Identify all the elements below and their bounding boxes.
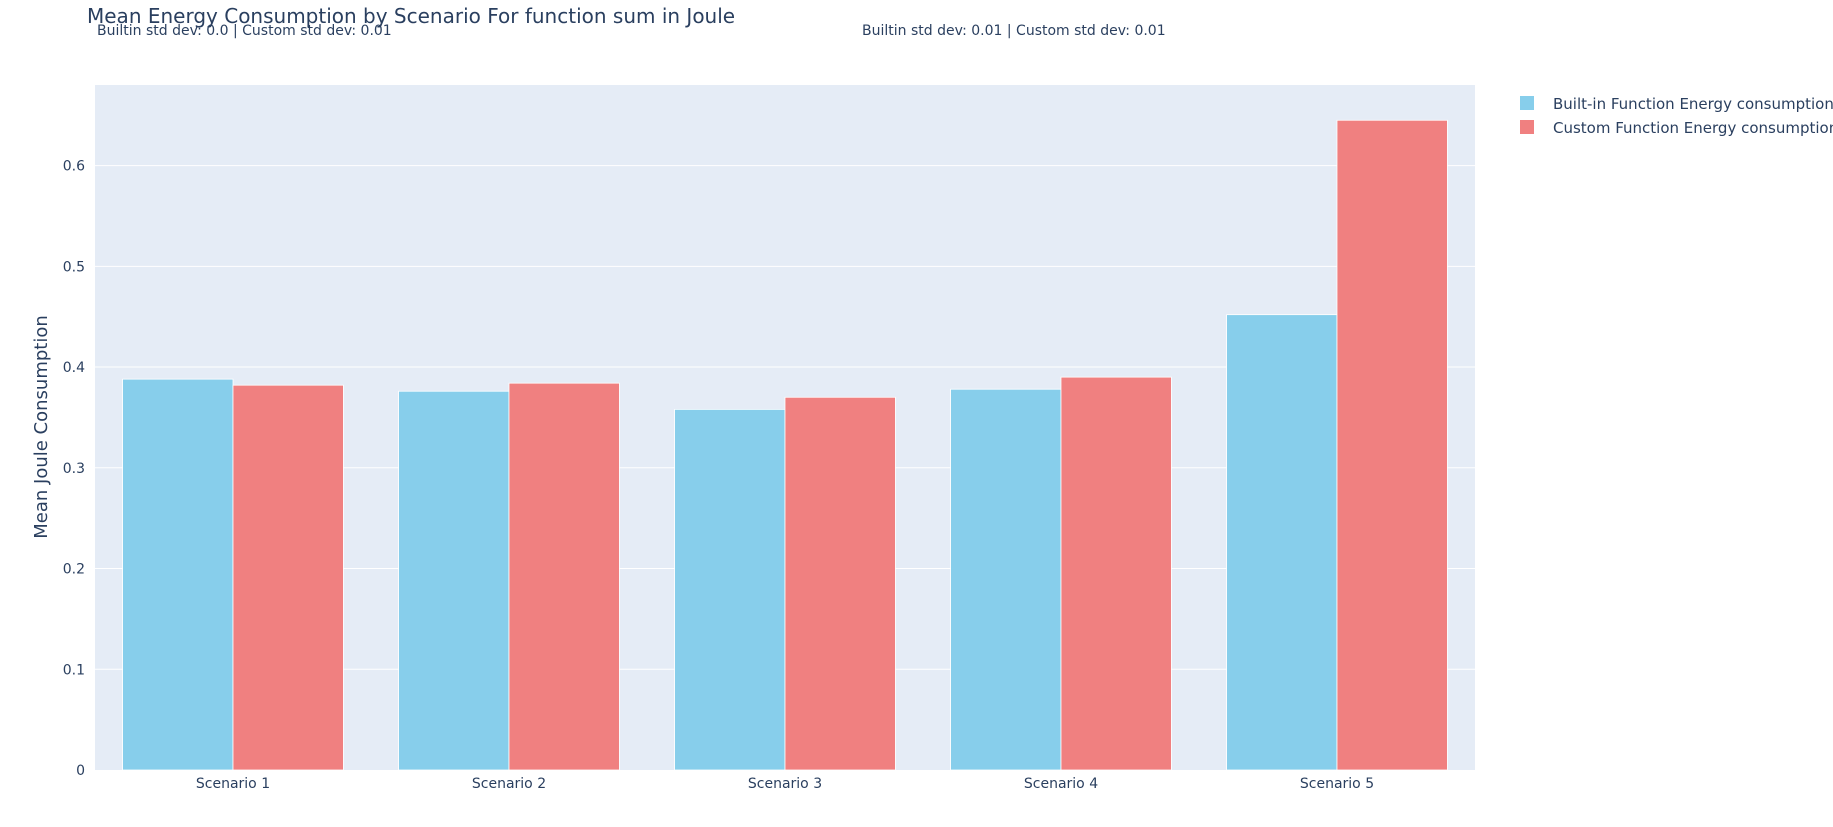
x-tick-label: Scenario 5	[1300, 776, 1374, 792]
legend-item-custom[interactable]: Custom Function Energy consumption	[1520, 119, 1833, 137]
bar-custom[interactable]	[784, 396, 896, 771]
legend-item-builtin[interactable]: Built-in Function Energy consumption	[1520, 95, 1833, 113]
bar-builtin[interactable]	[398, 390, 510, 771]
std-dev-annotation-1: Builtin std dev: 0.0 | Custom std dev: 0…	[97, 23, 392, 39]
y-tick-label: 0.3	[63, 461, 85, 477]
legend-label-builtin: Built-in Function Energy consumption	[1553, 95, 1833, 113]
y-tick-label: 0.4	[63, 360, 85, 376]
legend: Built-in Function Energy consumption Cus…	[1520, 95, 1833, 137]
bars	[122, 119, 1448, 771]
y-tick-label: 0.6	[63, 159, 85, 175]
std-dev-annotation-2: Builtin std dev: 0.01 | Custom std dev: …	[862, 23, 1166, 39]
chart-title: Mean Energy Consumption by Scenario For …	[87, 4, 735, 28]
y-axis-ticks: 0 0.1 0.2 0.3 0.4 0.5 0.6	[63, 159, 85, 779]
y-tick-label: 0	[76, 763, 85, 779]
x-tick-label: Scenario 4	[1024, 776, 1098, 792]
bar-builtin[interactable]	[122, 378, 234, 771]
legend-label-custom: Custom Function Energy consumption	[1553, 119, 1833, 137]
legend-swatch-custom	[1520, 120, 1534, 134]
bar-custom[interactable]	[508, 382, 620, 771]
bar-custom[interactable]	[1336, 119, 1448, 771]
y-axis-title: Mean Joule Consumption	[31, 315, 52, 539]
y-tick-label: 0.2	[63, 562, 85, 578]
legend-swatch-builtin	[1520, 96, 1534, 110]
y-tick-label: 0.5	[63, 259, 85, 275]
x-tick-label: Scenario 1	[196, 776, 270, 792]
x-tick-label: Scenario 3	[748, 776, 822, 792]
bar-builtin[interactable]	[1226, 314, 1338, 771]
y-tick-label: 0.1	[63, 662, 85, 678]
bar-builtin[interactable]	[674, 408, 786, 771]
x-axis-ticks: Scenario 1 Scenario 2 Scenario 3 Scenario 4…	[196, 776, 1374, 792]
bar-builtin[interactable]	[950, 388, 1062, 771]
x-tick-label: Scenario 2	[472, 776, 546, 792]
bar-custom[interactable]	[1060, 376, 1172, 771]
bar-custom[interactable]	[232, 384, 344, 771]
